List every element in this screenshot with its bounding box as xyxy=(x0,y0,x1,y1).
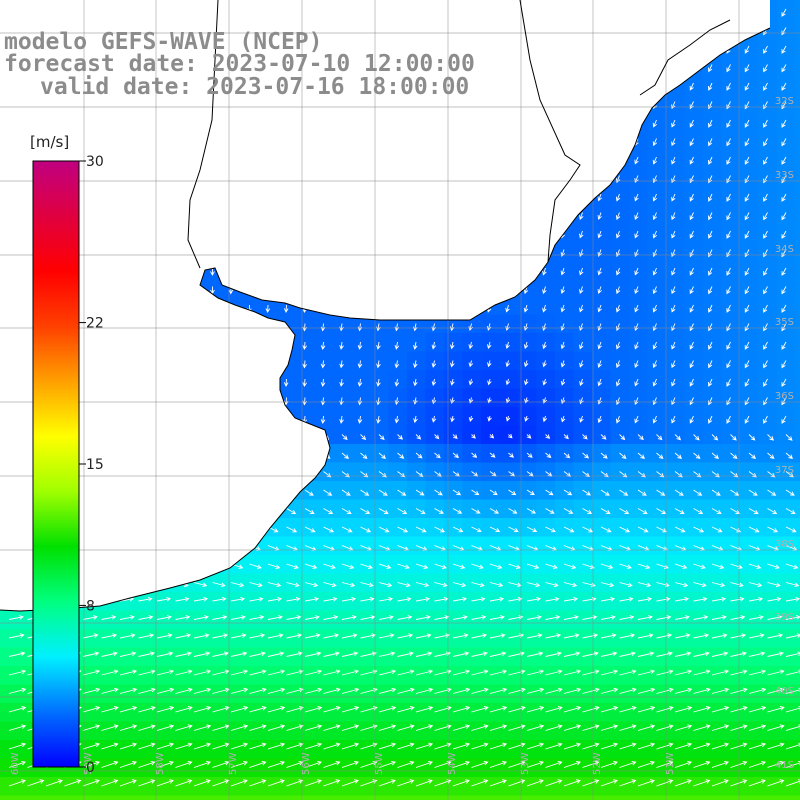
latitude-label: 32S xyxy=(775,96,794,107)
longitude-label: 51W xyxy=(665,752,676,775)
colorbar xyxy=(33,161,79,767)
colorbar-tick-label: 22 xyxy=(86,316,104,332)
longitude-label: 55W xyxy=(374,752,385,775)
longitude-label: 53W xyxy=(520,752,531,775)
latitude-label: 33S xyxy=(775,170,794,181)
latitude-label: 36S xyxy=(775,391,794,402)
latitude-label: 41S xyxy=(775,760,794,771)
latitude-label: 40S xyxy=(775,686,794,697)
longitude-label: 52W xyxy=(592,752,603,775)
longitude-label: 54W xyxy=(447,752,458,775)
longitude-label: 57W xyxy=(228,752,239,775)
longitude-label: 60W xyxy=(10,752,21,775)
colorbar-tick-label: 0 xyxy=(86,760,95,776)
latitude-label: 34S xyxy=(775,244,794,255)
longitude-label: 56W xyxy=(301,752,312,775)
colorbar-tick-label: 15 xyxy=(86,457,104,473)
longitude-label: 58W xyxy=(155,752,166,775)
colorbar-tick-label: 8 xyxy=(86,598,95,614)
latitude-label: 35S xyxy=(775,317,794,328)
title-valid-date: valid date: 2023-07-16 18:00:00 xyxy=(40,74,469,100)
colorbar-tick-label: 30 xyxy=(86,154,104,170)
latitude-label: 39S xyxy=(775,612,794,623)
latitude-label: 37S xyxy=(775,465,794,476)
colorbar-unit: [m/s] xyxy=(30,133,69,151)
latitude-label: 38S xyxy=(775,539,794,550)
